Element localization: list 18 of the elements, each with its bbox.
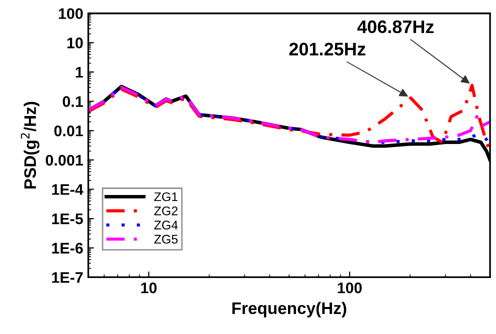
legend-label: ZG1 bbox=[154, 192, 178, 202]
y-tick-label: 1 bbox=[76, 67, 83, 78]
annotation: 406.87Hz bbox=[357, 20, 434, 34]
y-axis-title: PSD(g$^{2}$/Hz) bbox=[20, 102, 40, 189]
y-tick-label: 0.1 bbox=[62, 96, 84, 107]
legend-label: ZG4 bbox=[154, 220, 178, 230]
annotation: 201.25Hz bbox=[289, 42, 366, 56]
legend-label: ZG2 bbox=[154, 206, 178, 216]
y-tick-label: 10 bbox=[67, 38, 83, 48]
y-tick-label: 0.01 bbox=[54, 126, 84, 136]
y-tick-label: 100 bbox=[58, 8, 83, 20]
y-tick-label: 1E-6 bbox=[52, 242, 83, 254]
legend-label: ZG5 bbox=[154, 234, 178, 244]
y-tick-label: 1E-7 bbox=[52, 272, 83, 283]
y-tick-label: 0.001 bbox=[46, 154, 84, 166]
y-tick-label: 1E-4 bbox=[52, 184, 84, 195]
x-axis-title: Frequency(Hz) bbox=[232, 302, 346, 318]
y-tick-label: 1E-5 bbox=[52, 214, 84, 224]
